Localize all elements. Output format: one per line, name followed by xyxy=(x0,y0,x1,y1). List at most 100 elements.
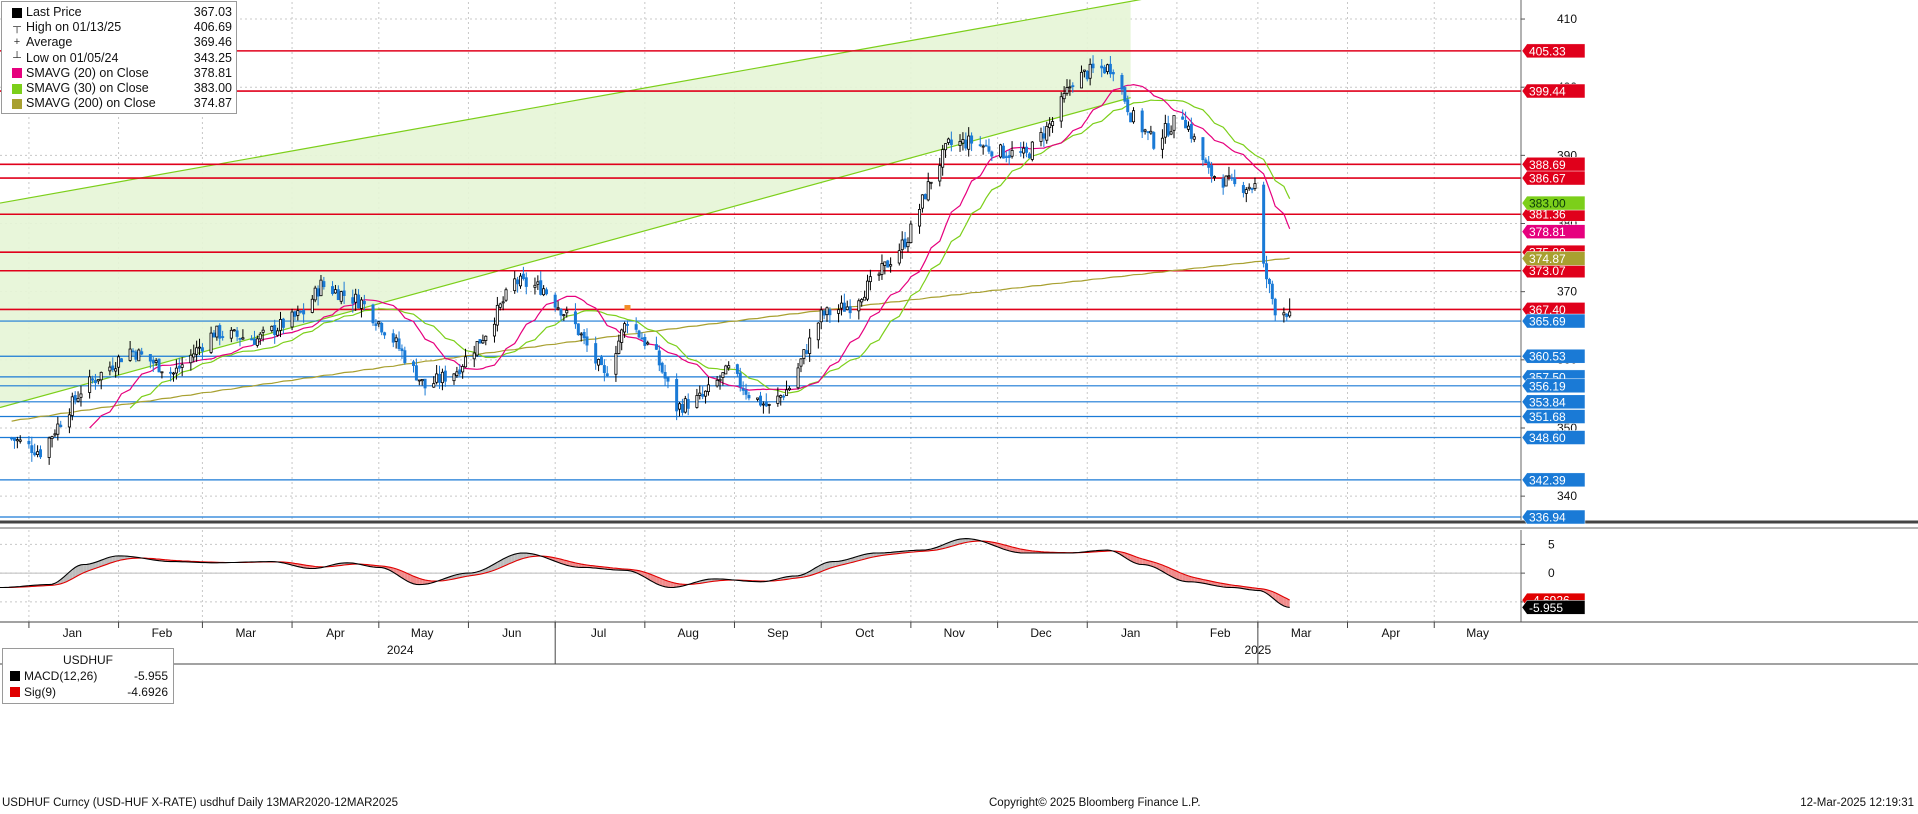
macd-fill-segment xyxy=(841,560,845,566)
candle-body xyxy=(1186,125,1190,130)
level-tag-text: 388.69 xyxy=(1529,158,1566,172)
candle-body xyxy=(620,329,624,343)
macd-fill-segment xyxy=(1006,545,1010,551)
candle-body xyxy=(779,395,783,398)
candle-body xyxy=(562,314,566,317)
candle-body xyxy=(198,346,202,349)
macd-fill-segment xyxy=(662,578,666,587)
candle-body xyxy=(252,338,256,345)
candle-body xyxy=(417,379,421,382)
candle-body xyxy=(108,366,112,372)
macd-fill-segment xyxy=(1147,560,1151,566)
candle-body xyxy=(1120,74,1124,90)
candle-body xyxy=(475,341,479,356)
macd-fill-segment xyxy=(1266,589,1270,596)
macd-fill-segment xyxy=(506,556,509,566)
candle-body xyxy=(1250,188,1254,190)
candle-body xyxy=(371,304,375,324)
candle-body xyxy=(276,330,280,336)
candle-body xyxy=(825,307,829,316)
candle-body xyxy=(865,280,869,300)
x-axis-month-label: Jun xyxy=(502,626,521,640)
candle-body xyxy=(585,336,589,346)
candle-body xyxy=(978,144,982,147)
level-tag-text: 365.69 xyxy=(1529,315,1566,329)
candle-body xyxy=(767,403,771,406)
macd-fill-segment xyxy=(416,577,420,585)
candle-body xyxy=(946,138,950,143)
macd-fill-segment xyxy=(855,555,859,562)
candle-body xyxy=(987,146,991,152)
candle-body xyxy=(281,318,285,328)
candle-body xyxy=(229,329,233,339)
candle-body xyxy=(47,437,51,458)
candle-body xyxy=(539,280,543,295)
macd-fill-segment xyxy=(873,553,877,557)
candle-body xyxy=(860,299,864,303)
macd-fill-segment xyxy=(508,555,512,564)
candle-body xyxy=(478,339,482,344)
candle-body xyxy=(504,289,508,301)
candle-body xyxy=(877,273,881,276)
macd-fill-segment xyxy=(520,553,524,560)
level-tag-text: 351.68 xyxy=(1529,410,1566,424)
candle-body xyxy=(984,144,988,147)
candle-body xyxy=(498,303,502,308)
level-tag: 399.44 xyxy=(1521,83,1586,99)
macd-fill-segment xyxy=(653,575,657,584)
candle-body xyxy=(134,351,138,360)
macd-fill-segment xyxy=(1202,579,1206,584)
macd-fill-segment xyxy=(656,576,660,585)
candle-body xyxy=(559,308,563,316)
panel-separator xyxy=(0,520,1521,530)
candle-body xyxy=(128,348,132,361)
x-axis-month-label: Mar xyxy=(235,626,256,640)
candle-body xyxy=(654,344,658,350)
legend-item-macd: MACD(12,26) -5.955 xyxy=(8,668,168,684)
x-axis-year-label: 2024 xyxy=(387,643,414,657)
value-tag: 374.87 xyxy=(1521,251,1586,266)
candle-body xyxy=(154,360,158,363)
candle-body xyxy=(906,242,910,248)
candle-body xyxy=(322,281,326,288)
candle-body xyxy=(675,379,679,412)
macd-fill-segment xyxy=(951,540,955,547)
x-axis-month-label: Feb xyxy=(152,626,173,640)
candle-body xyxy=(1192,136,1196,140)
macd-value-tag-text: -5.955 xyxy=(1529,601,1563,615)
macd-fill-segment xyxy=(850,557,854,563)
candle-body xyxy=(1085,70,1089,80)
price-axis-label: 410 xyxy=(1557,12,1577,26)
macd-fill-segment xyxy=(401,571,405,580)
candle-body xyxy=(397,338,401,349)
macd-fill-segment xyxy=(948,541,952,548)
macd-fill-segment xyxy=(419,578,423,585)
level-tag-text: 336.94 xyxy=(1529,511,1566,525)
candle-body xyxy=(759,395,763,406)
candle-body xyxy=(302,310,306,315)
candle-body xyxy=(1149,130,1153,134)
x-axis-month-label: Apr xyxy=(326,626,345,640)
candle-body xyxy=(461,366,465,373)
candle-body xyxy=(1265,263,1269,280)
macd-fill-segment xyxy=(827,561,830,570)
candle-body xyxy=(1184,119,1188,129)
candle-body xyxy=(706,384,710,393)
candle-body xyxy=(1030,141,1034,160)
level-tag-box xyxy=(1521,430,1586,445)
candle-body xyxy=(756,397,760,400)
candle-body xyxy=(1071,85,1075,88)
candle-body xyxy=(816,322,820,341)
candle-body xyxy=(787,387,791,391)
candle-body xyxy=(1247,186,1251,190)
macd-fill-segment xyxy=(425,579,428,585)
macd-fill-segment xyxy=(560,559,564,565)
candle-body xyxy=(556,307,560,310)
macd-fill-segment xyxy=(858,555,862,561)
candle-body xyxy=(1068,86,1072,89)
candle-body xyxy=(258,333,262,340)
candle-body xyxy=(1088,63,1092,79)
candle-body xyxy=(594,343,598,364)
candle-body xyxy=(680,403,684,413)
